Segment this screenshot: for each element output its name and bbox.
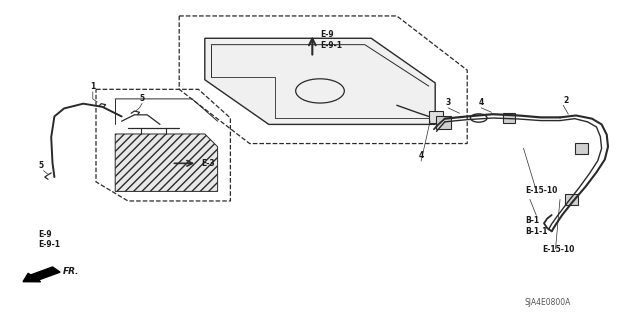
Text: 5: 5 [140,94,145,103]
Bar [575,143,588,154]
Text: E-15-10: E-15-10 [543,245,575,254]
Polygon shape [115,134,218,191]
Bar [436,116,451,129]
Polygon shape [205,38,435,124]
Text: 5: 5 [38,161,44,170]
Text: 4: 4 [479,98,484,107]
Text: 1: 1 [90,82,95,91]
Text: E-9
E-9-1: E-9 E-9-1 [320,30,342,50]
Text: 4: 4 [419,151,424,160]
Bar [503,113,515,123]
Bar [565,194,578,205]
Text: E-9
E-9-1: E-9 E-9-1 [38,230,60,249]
Text: 3: 3 [445,98,451,107]
Text: E-3: E-3 [202,159,215,168]
Text: B-1
B-1-1: B-1 B-1-1 [525,216,547,236]
Bar [429,111,443,123]
Text: 2: 2 [563,96,568,105]
FancyArrow shape [23,267,60,282]
Text: FR.: FR. [63,267,79,276]
Text: SJA4E0800A: SJA4E0800A [525,298,571,307]
Text: E-15-10: E-15-10 [525,186,557,195]
